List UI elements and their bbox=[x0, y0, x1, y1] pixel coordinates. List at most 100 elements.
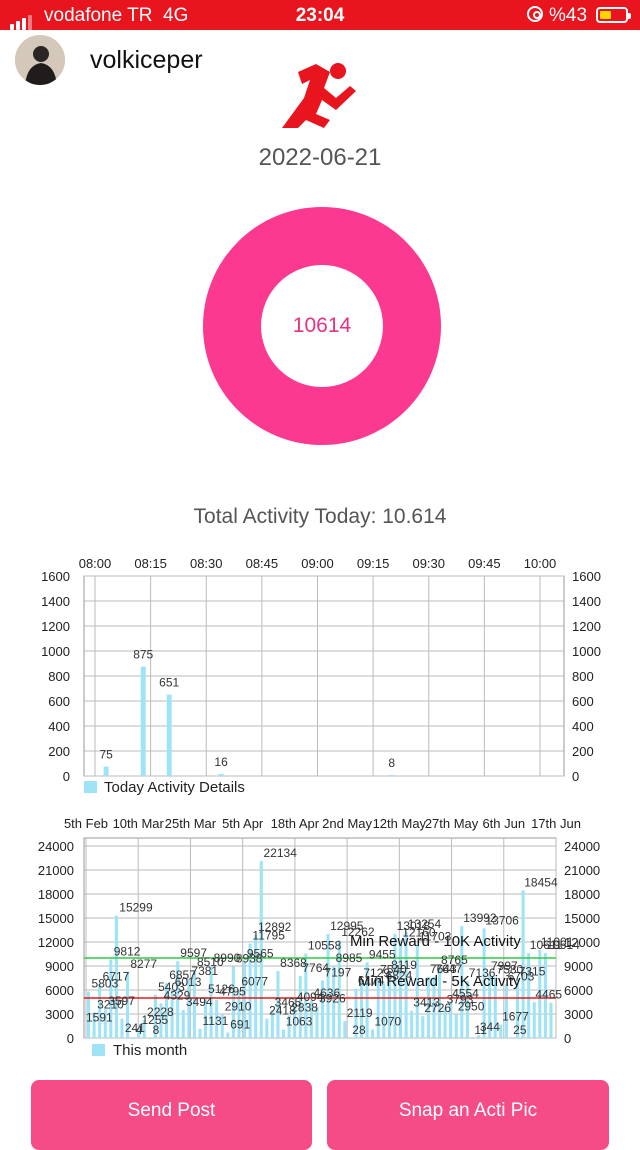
activity-bar bbox=[159, 1003, 163, 1038]
x-tick-label: 18th Apr bbox=[271, 816, 320, 831]
reference-line-label: Min Reward - 10K Activity bbox=[350, 933, 521, 950]
activity-bar bbox=[131, 1037, 135, 1039]
y-tick-label-right: 200 bbox=[572, 744, 594, 759]
bar-value-label: 3465 bbox=[275, 995, 302, 1009]
bar-value-label: 5126 bbox=[208, 982, 235, 996]
x-tick-label: 08:00 bbox=[79, 556, 112, 571]
y-tick-label-left: 0 bbox=[67, 1031, 74, 1046]
bar-value-label: 7580 bbox=[497, 962, 524, 976]
bar-value-label: 3494 bbox=[186, 995, 213, 1009]
activity-bar bbox=[488, 974, 492, 1038]
activity-bar bbox=[354, 988, 358, 1038]
activity-bar bbox=[126, 971, 130, 1038]
bar-value-label: 22134 bbox=[264, 846, 298, 860]
activity-bar bbox=[477, 1035, 481, 1038]
bar-value-label: 3210 bbox=[97, 997, 124, 1011]
bar-value-label: 5403 bbox=[158, 980, 185, 994]
bar-value-label: 4 bbox=[136, 1023, 143, 1037]
bar-value-label: 651 bbox=[159, 676, 179, 690]
x-tick-label: 08:30 bbox=[190, 556, 223, 571]
bar-value-label: 6703 bbox=[508, 969, 535, 983]
activity-bar bbox=[137, 1027, 141, 1038]
bar-value-label: 8 bbox=[388, 756, 395, 770]
activity-bar bbox=[393, 933, 397, 1038]
reference-line-label: Min Reward - 5K Activity bbox=[358, 973, 521, 990]
bar-value-label: 13254 bbox=[408, 917, 442, 931]
activity-bar bbox=[360, 980, 364, 1038]
y-tick-label-left: 600 bbox=[48, 694, 70, 709]
activity-bar bbox=[449, 1001, 453, 1038]
bar-value-label: 8938 bbox=[236, 951, 263, 965]
carrier-label: vodafone TR 4G bbox=[44, 5, 188, 27]
bar-value-label: 6717 bbox=[103, 969, 130, 983]
activity-bar bbox=[170, 989, 174, 1038]
x-tick-label: 10th Mar bbox=[113, 816, 165, 831]
status-bar: vodafone TR 4G 23:04 %43 bbox=[0, 0, 640, 30]
y-tick-label-left: 1600 bbox=[41, 569, 70, 584]
bar-value-label: 2418 bbox=[269, 1004, 296, 1018]
bar-value-label: 11703 bbox=[419, 929, 452, 943]
y-tick-label-right: 21000 bbox=[564, 863, 600, 878]
bar-value-label: 9812 bbox=[114, 945, 141, 959]
bar-value-label: 7197 bbox=[325, 965, 352, 979]
activity-bar bbox=[465, 980, 469, 1038]
bar-value-label: 12995 bbox=[330, 919, 364, 933]
bar-value-label: 16 bbox=[214, 755, 228, 769]
activity-bar bbox=[389, 775, 395, 776]
x-tick-label: 25th Mar bbox=[165, 816, 217, 831]
x-tick-label: 6th Jun bbox=[482, 816, 525, 831]
activity-bar bbox=[493, 977, 497, 1038]
bar-value-label: 13992 bbox=[463, 911, 497, 925]
bar-value-label: 2119 bbox=[347, 1006, 373, 1020]
bar-value-label: 6857 bbox=[169, 968, 196, 982]
month-activity-chart: 0 0 3000 3000 6000 6000 9000 9000 12000 12000 1500… bbox=[0, 812, 640, 1064]
send-post-button[interactable]: Send Post bbox=[31, 1080, 312, 1150]
username[interactable]: volkiceper bbox=[90, 46, 203, 74]
y-tick-label-left: 3000 bbox=[45, 1007, 74, 1022]
bar-value-label: 12892 bbox=[258, 920, 292, 934]
activity-bar bbox=[103, 1009, 107, 1038]
activity-bar bbox=[348, 1037, 352, 1039]
rotation-lock-icon bbox=[527, 6, 543, 22]
bar-value-label: 4094 bbox=[297, 990, 324, 1004]
activity-bar bbox=[321, 980, 325, 1038]
activity-bar bbox=[376, 977, 380, 1038]
y-tick-label-left: 1200 bbox=[41, 619, 70, 634]
bar-value-label: 6824 bbox=[386, 968, 413, 982]
activity-bar bbox=[226, 1032, 230, 1038]
activity-bar bbox=[382, 983, 386, 1038]
network-type: 4G bbox=[163, 5, 189, 26]
x-tick-label: 2nd May bbox=[322, 816, 372, 831]
activity-bar bbox=[165, 983, 169, 1038]
bar-value-label: 18454 bbox=[524, 875, 558, 889]
activity-bar bbox=[243, 961, 247, 1038]
activity-bar bbox=[153, 994, 157, 1038]
avatar[interactable] bbox=[15, 35, 65, 85]
y-tick-label-left: 800 bbox=[48, 669, 70, 684]
signal-icon bbox=[10, 8, 34, 30]
bar-value-label: 11 bbox=[474, 1023, 487, 1037]
y-tick-label-right: 6000 bbox=[564, 983, 593, 998]
activity-bar bbox=[98, 984, 102, 1038]
bar-value-label: 75 bbox=[99, 748, 113, 762]
activity-bar bbox=[176, 961, 180, 1038]
activity-bar bbox=[415, 944, 419, 1038]
activity-bar bbox=[549, 1002, 553, 1038]
bar-value-label: 11795 bbox=[252, 929, 285, 943]
bar-value-label: 4465 bbox=[535, 987, 562, 1001]
bar-value-label: 12160 bbox=[402, 926, 436, 940]
activity-bar bbox=[204, 996, 208, 1038]
legend-swatch bbox=[92, 1044, 105, 1056]
activity-bar bbox=[298, 975, 302, 1038]
snap-pic-button[interactable]: Snap an Acti Pic bbox=[327, 1080, 609, 1150]
activity-bar bbox=[120, 1018, 124, 1038]
total-activity-label: Total Activity Today: 10.614 bbox=[193, 505, 447, 528]
x-tick-label: 5th Feb bbox=[64, 816, 108, 831]
x-tick-label: 5th Apr bbox=[222, 816, 264, 831]
activity-bar bbox=[92, 1012, 96, 1038]
bar-value-label: 1063 bbox=[286, 1014, 313, 1028]
y-tick-label-right: 24000 bbox=[564, 839, 600, 854]
y-tick-label-right: 0 bbox=[564, 1031, 571, 1046]
bar-value-label: 8765 bbox=[441, 953, 468, 967]
activity-bar bbox=[399, 940, 403, 1038]
